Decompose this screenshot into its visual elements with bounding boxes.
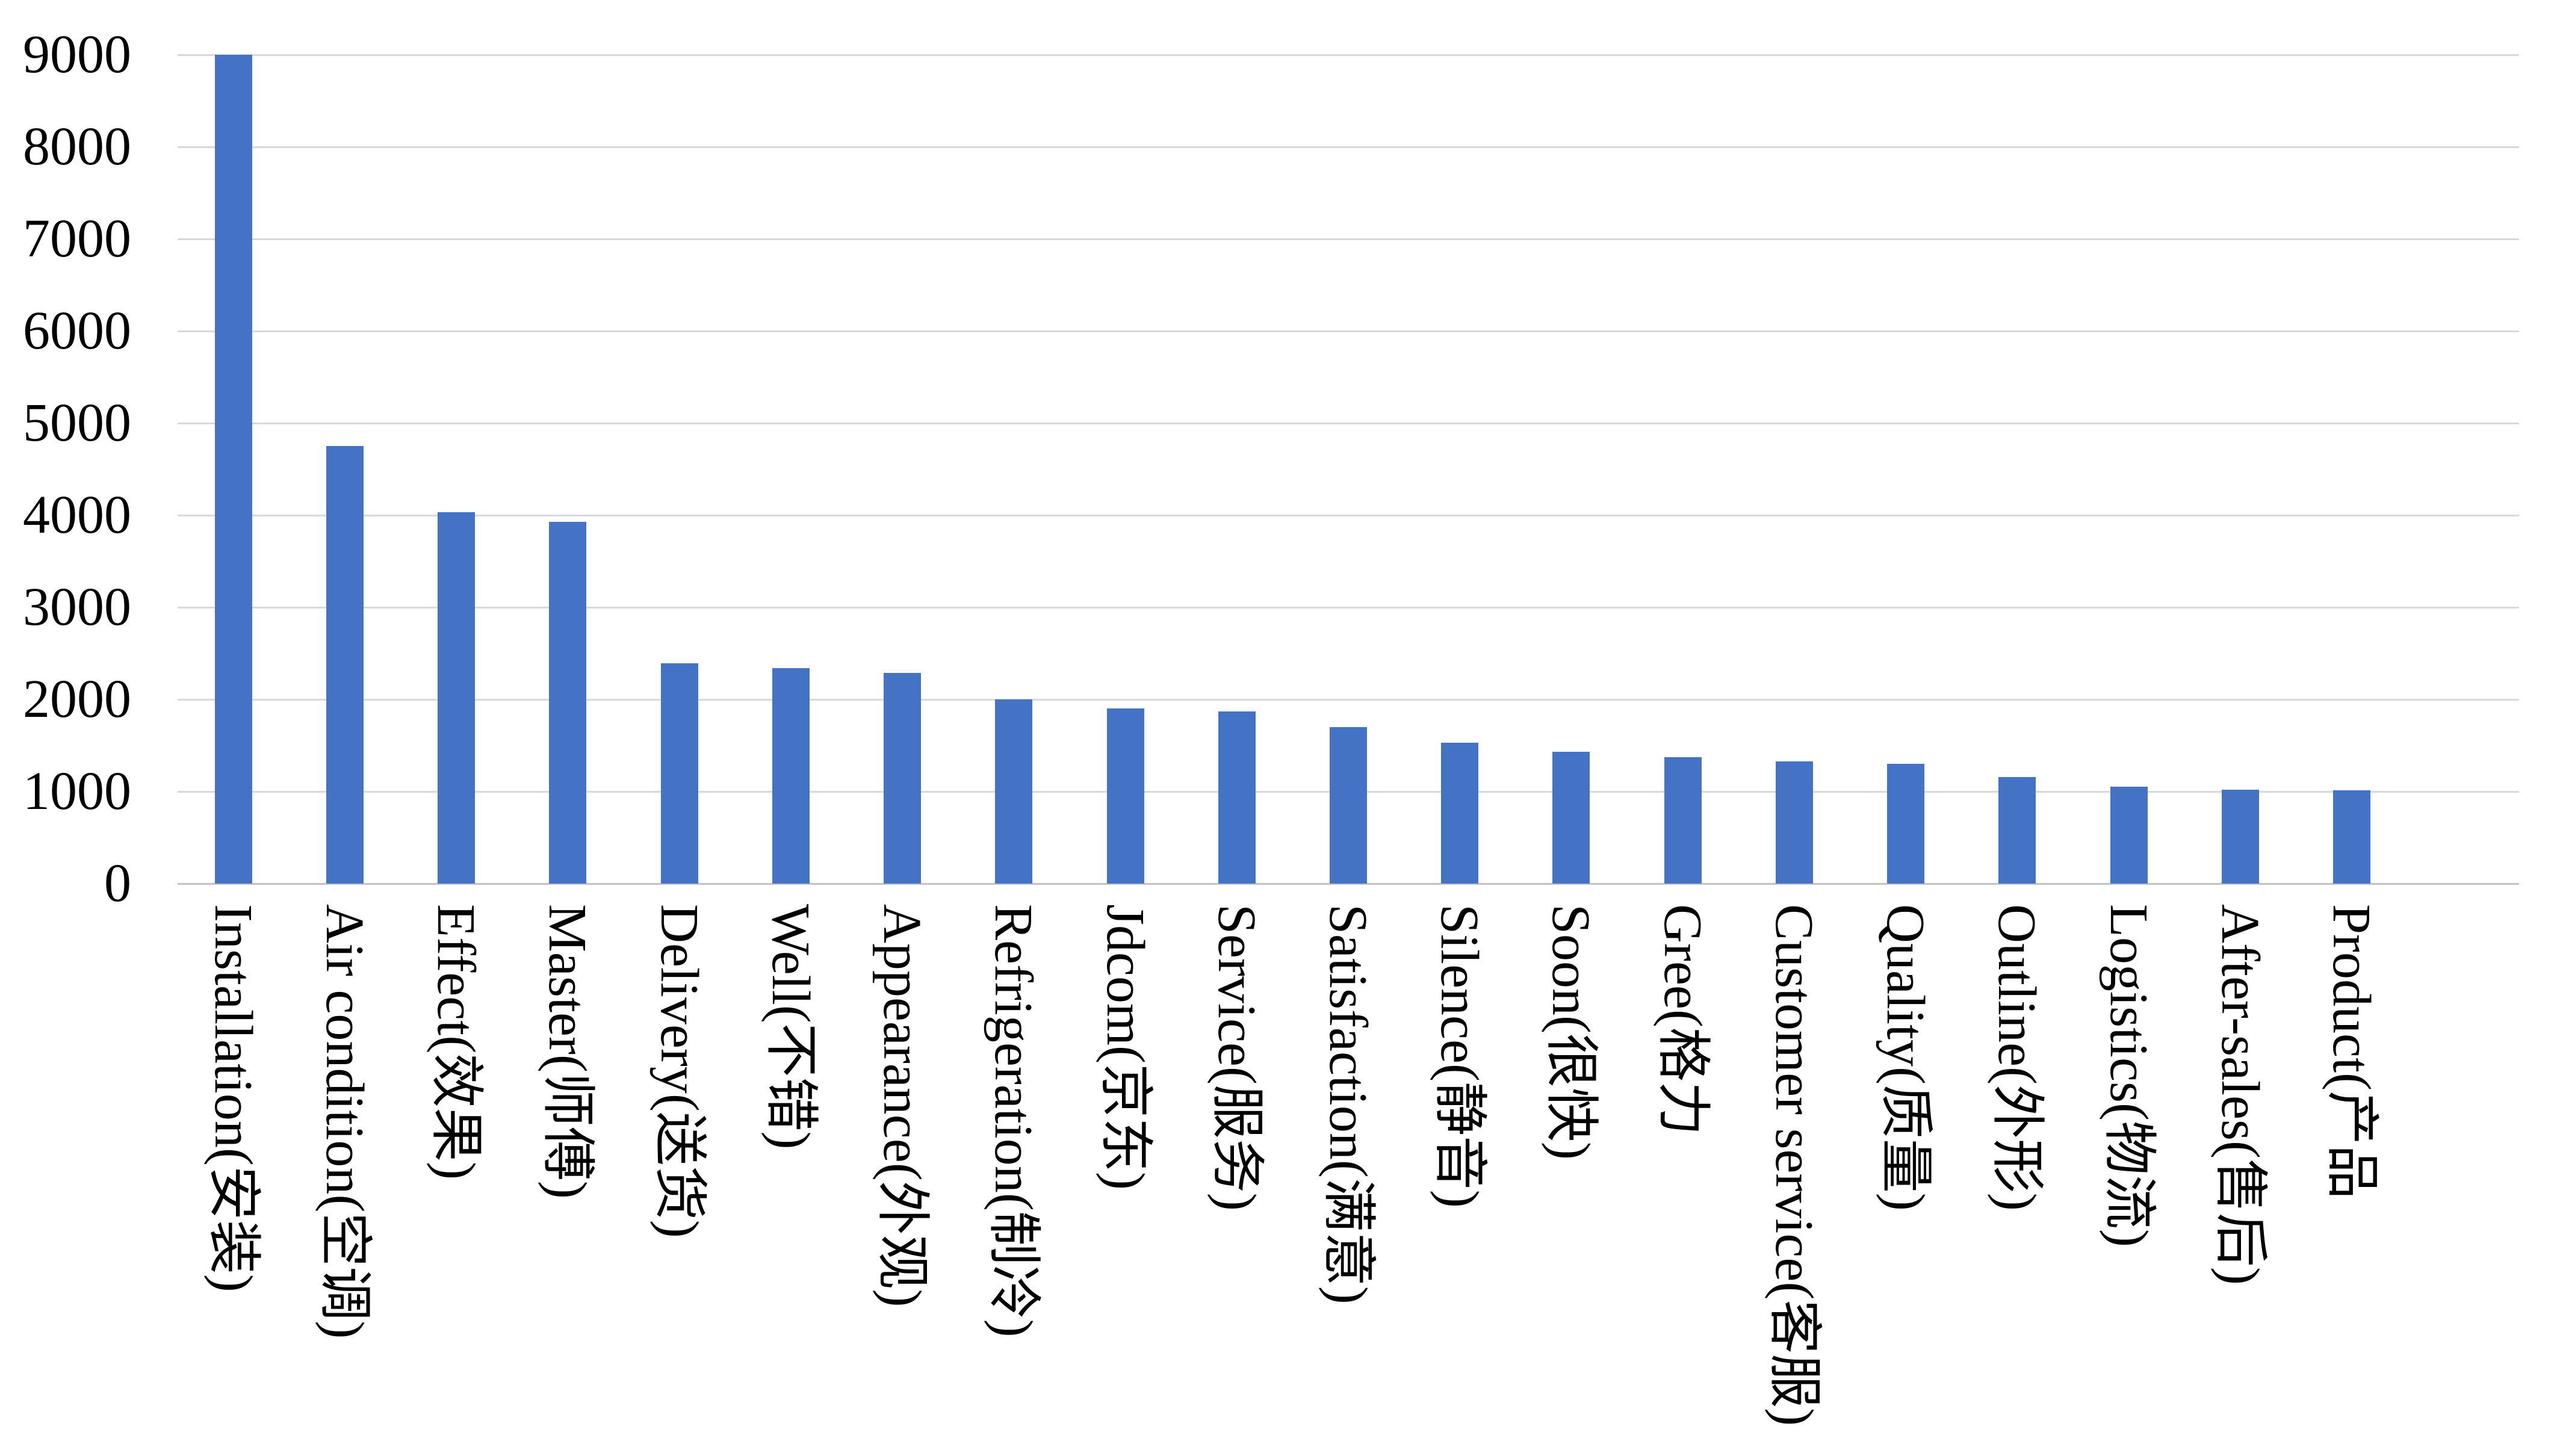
bar-7 (884, 673, 921, 884)
bar-13 (1552, 752, 1590, 884)
x-axis-category-label-5: Delivery(送货) (649, 904, 709, 1238)
x-axis-category-label-8: Refrigeration(制冷) (984, 904, 1043, 1337)
y-gridline-6000 (178, 330, 2519, 332)
bar-10 (1218, 711, 1256, 884)
x-axis-category-label-19: After-sales(售后) (2210, 904, 2270, 1285)
x-axis-category-label-16: Quality(质量) (1876, 904, 1935, 1211)
x-axis-category-label-3: Effect(效果) (426, 904, 486, 1180)
bar-3 (438, 512, 475, 884)
bar-9 (1107, 708, 1144, 884)
bar-15 (1776, 761, 1813, 884)
x-axis-line (178, 883, 2519, 885)
bar-17 (1998, 777, 2036, 884)
bar-8 (995, 699, 1032, 884)
x-axis-category-label-6: Well(不错) (761, 904, 820, 1150)
y-gridline-4000 (178, 515, 2519, 516)
x-axis-category-label-20: Product(产品 (2322, 904, 2381, 1199)
y-axis-tick-label-8000: 8000 (23, 117, 131, 176)
bar-6 (772, 668, 810, 884)
bar-19 (2222, 790, 2259, 884)
y-axis-tick-label-2000: 2000 (23, 669, 131, 729)
x-axis-category-label-4: Master(师傅) (538, 904, 597, 1199)
bar-12 (1441, 743, 1478, 884)
bar-18 (2110, 787, 2148, 884)
y-gridline-9000 (178, 54, 2519, 56)
bar-11 (1330, 727, 1367, 884)
y-axis-tick-label-4000: 4000 (23, 485, 131, 545)
y-axis-tick-label-5000: 5000 (23, 393, 131, 453)
bar-16 (1887, 764, 1924, 884)
y-axis-tick-label-9000: 9000 (23, 25, 131, 84)
bar-2 (326, 446, 364, 884)
bar-14 (1664, 757, 1702, 884)
x-axis-category-label-11: Satisfaction(满意) (1318, 904, 1378, 1304)
y-gridline-7000 (178, 238, 2519, 240)
bar-5 (661, 663, 698, 884)
x-axis-category-label-2: Air condition(空调) (315, 904, 374, 1339)
bar-1 (215, 55, 252, 884)
y-gridline-3000 (178, 607, 2519, 609)
y-axis-tick-label-0: 0 (104, 853, 131, 913)
x-axis-category-label-15: Customer service(客服) (1764, 904, 1824, 1427)
bar-20 (2333, 790, 2370, 884)
x-axis-category-label-17: Outline(外形) (1987, 904, 2047, 1211)
y-axis-tick-label-6000: 6000 (23, 301, 131, 361)
x-axis-category-label-12: Silence(静音) (1430, 904, 1489, 1208)
x-axis-category-label-14: Gree(格力 (1653, 904, 1712, 1136)
y-gridline-5000 (178, 423, 2519, 424)
y-axis-tick-label-3000: 3000 (23, 577, 131, 637)
y-gridline-8000 (178, 146, 2519, 148)
x-axis-category-label-9: Jdcom(京东) (1096, 904, 1155, 1190)
y-axis-tick-label-7000: 7000 (23, 209, 131, 268)
x-axis-category-label-18: Logistics(物流) (2099, 904, 2159, 1247)
x-axis-category-label-10: Service(服务) (1207, 904, 1266, 1211)
y-gridline-2000 (178, 699, 2519, 701)
x-axis-category-label-7: Appearance(外观) (872, 904, 932, 1307)
x-axis-category-label-1: Installation(安装) (203, 904, 263, 1292)
bar-4 (549, 522, 586, 884)
x-axis-category-label-13: Soon(很快) (1541, 904, 1601, 1160)
y-axis-tick-label-1000: 1000 (23, 761, 131, 821)
